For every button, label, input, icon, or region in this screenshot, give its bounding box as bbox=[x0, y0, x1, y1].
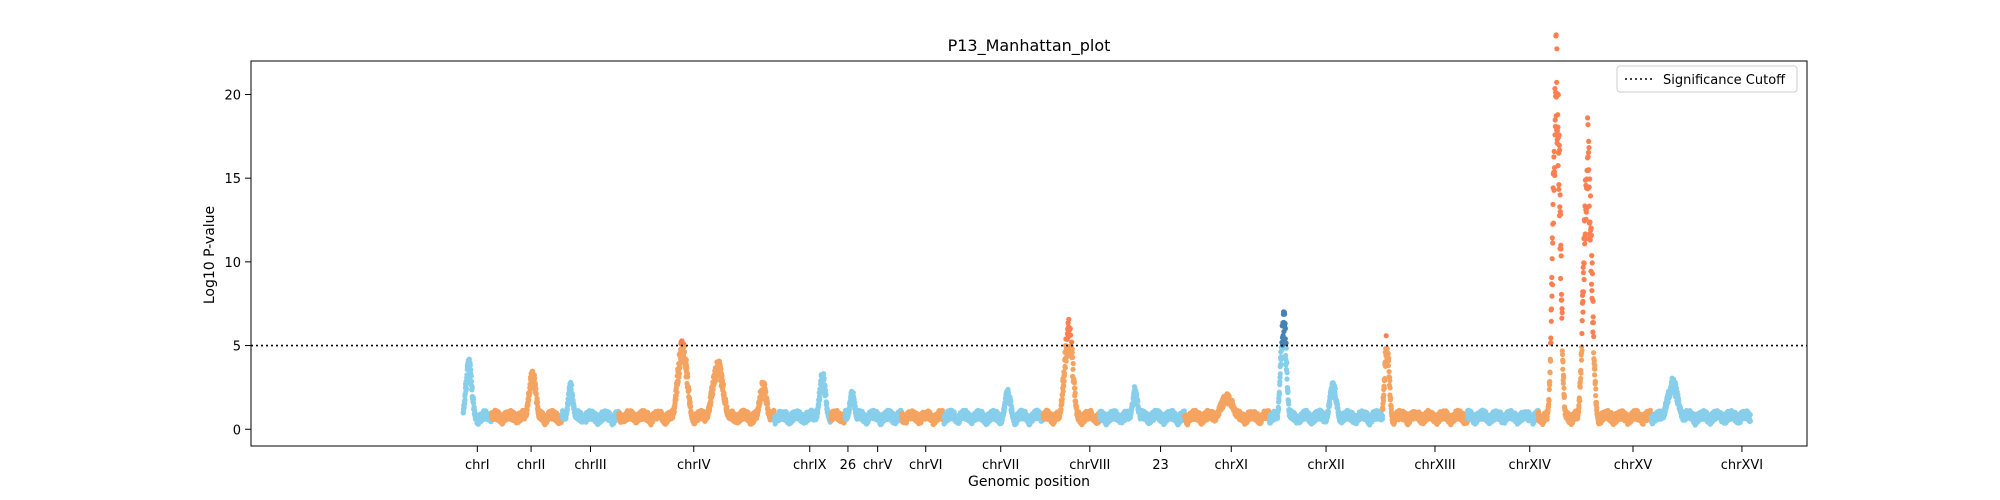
data-point bbox=[1059, 396, 1065, 402]
data-point bbox=[1278, 361, 1284, 367]
data-point bbox=[1286, 401, 1292, 407]
data-point bbox=[681, 349, 688, 355]
data-point bbox=[533, 391, 539, 397]
data-point bbox=[1069, 339, 1075, 345]
data-point bbox=[468, 378, 475, 384]
data-point bbox=[1283, 345, 1289, 351]
data-point bbox=[1067, 326, 1073, 332]
data-point bbox=[469, 384, 475, 390]
data-point bbox=[821, 375, 827, 382]
data-point bbox=[564, 407, 570, 413]
data-point bbox=[675, 379, 681, 385]
data-point bbox=[718, 366, 724, 372]
data-point bbox=[1068, 332, 1074, 338]
data-point bbox=[462, 397, 468, 403]
data-point bbox=[467, 362, 473, 368]
data-point bbox=[526, 397, 532, 403]
data-point bbox=[1066, 316, 1072, 322]
chromosome-chrII-points bbox=[488, 368, 565, 428]
data-point bbox=[1282, 325, 1288, 332]
data-point bbox=[1071, 380, 1077, 386]
data-point bbox=[708, 399, 714, 405]
data-point bbox=[1070, 360, 1076, 367]
data-point bbox=[1061, 378, 1067, 384]
data-point bbox=[1275, 406, 1282, 412]
data-point bbox=[1069, 349, 1075, 356]
data-point bbox=[817, 396, 823, 402]
data-point bbox=[532, 381, 539, 387]
data-point bbox=[1135, 398, 1141, 404]
data-point bbox=[1282, 320, 1288, 327]
data-point bbox=[533, 386, 539, 392]
data-point bbox=[1277, 371, 1283, 377]
data-point bbox=[463, 386, 469, 392]
data-point bbox=[1072, 390, 1078, 396]
data-point bbox=[685, 374, 691, 380]
data-point bbox=[1061, 370, 1068, 377]
data-point bbox=[534, 399, 541, 405]
data-point bbox=[763, 388, 769, 394]
data-point bbox=[674, 389, 680, 395]
data-point bbox=[1134, 391, 1140, 397]
data-point bbox=[1072, 385, 1078, 391]
data-point bbox=[710, 386, 716, 393]
data-point bbox=[570, 392, 576, 399]
data-point bbox=[677, 364, 683, 370]
data-point bbox=[525, 402, 531, 408]
data-point bbox=[1282, 336, 1288, 342]
data-points bbox=[460, 32, 1753, 428]
data-point bbox=[468, 373, 474, 379]
data-point bbox=[1285, 388, 1291, 394]
data-point bbox=[532, 375, 538, 381]
data-point bbox=[1284, 376, 1290, 382]
data-point bbox=[686, 387, 692, 393]
data-point bbox=[527, 390, 533, 397]
data-point bbox=[468, 367, 474, 373]
data-point bbox=[1060, 388, 1066, 395]
data-point bbox=[821, 371, 827, 377]
data-point bbox=[676, 371, 683, 377]
data-point bbox=[684, 365, 690, 371]
data-point bbox=[569, 382, 575, 388]
chart-title: P13_Manhattan_plot bbox=[948, 36, 1111, 56]
data-point bbox=[673, 397, 679, 403]
chromosome-chrIII-points bbox=[559, 379, 622, 428]
data-point bbox=[720, 381, 727, 388]
data-point bbox=[524, 411, 530, 417]
data-point bbox=[683, 357, 689, 363]
data-point bbox=[1061, 383, 1067, 389]
data-point bbox=[1284, 360, 1290, 366]
data-point bbox=[1070, 366, 1076, 372]
data-point bbox=[688, 403, 694, 409]
data-point bbox=[671, 409, 677, 415]
data-point bbox=[846, 407, 853, 413]
data-point bbox=[1276, 398, 1282, 404]
data-point bbox=[1282, 311, 1288, 317]
data-point bbox=[713, 377, 719, 383]
data-point bbox=[824, 400, 830, 406]
data-point bbox=[823, 392, 829, 398]
data-point bbox=[1276, 391, 1283, 397]
data-point bbox=[1070, 354, 1076, 360]
data-point bbox=[1284, 370, 1290, 376]
data-point bbox=[1062, 365, 1068, 371]
